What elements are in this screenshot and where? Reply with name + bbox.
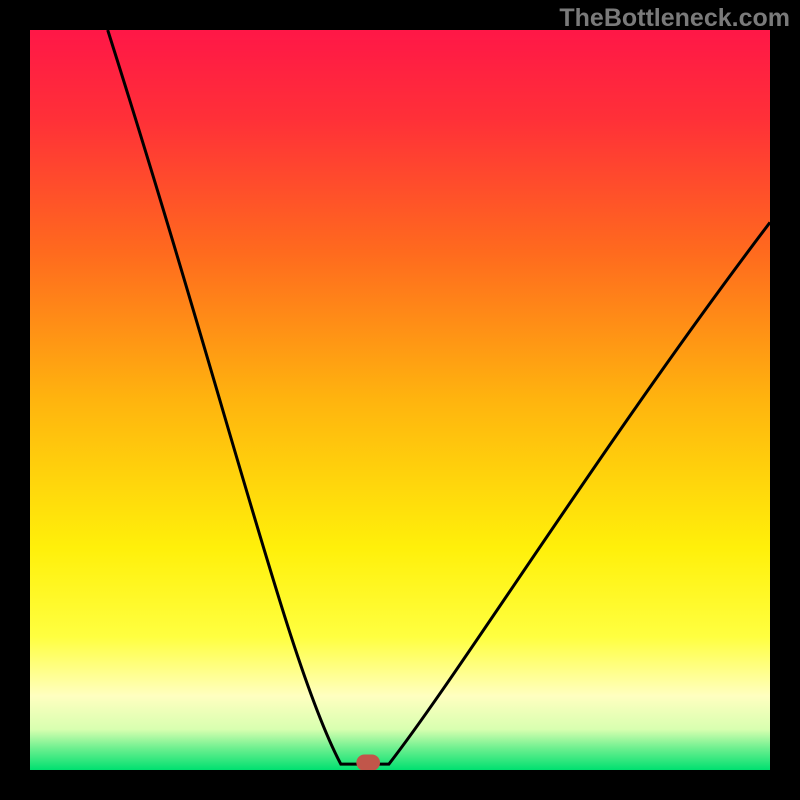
plot-area: [30, 30, 770, 770]
watermark-text: TheBottleneck.com: [559, 4, 790, 33]
trough-marker: [356, 754, 380, 770]
chart-container: TheBottleneck.com: [0, 0, 800, 800]
